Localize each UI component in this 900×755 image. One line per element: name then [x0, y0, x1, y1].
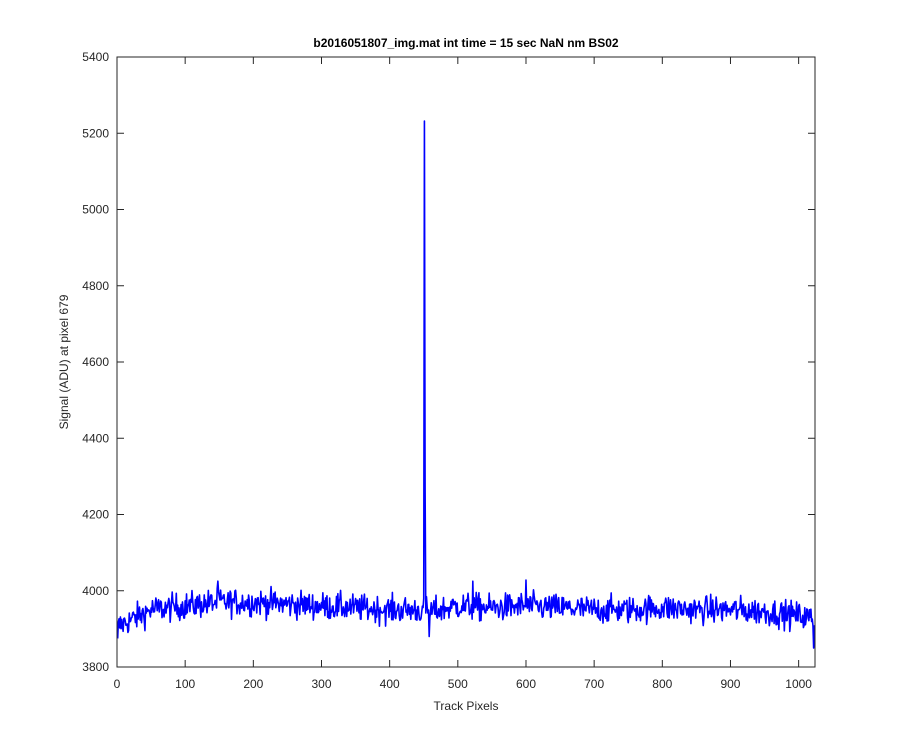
- x-tick-label: 800: [652, 677, 672, 691]
- y-tick-label: 5000: [82, 203, 109, 217]
- x-tick-label: 1000: [785, 677, 812, 691]
- series-line: [116, 120, 816, 649]
- x-tick-label: 0: [114, 677, 121, 691]
- y-tick-label: 4600: [82, 355, 109, 369]
- x-tick-label: 400: [380, 677, 400, 691]
- y-tick-label: 4200: [82, 508, 109, 522]
- x-axis-ticks: 0 100 200 300 400 500 600 700 800 900 1000: [114, 57, 812, 691]
- x-axis-label: Track Pixels: [434, 699, 499, 713]
- series-layer: [116, 120, 816, 649]
- y-tick-label: 5200: [82, 126, 109, 140]
- plot-area: [117, 57, 815, 667]
- x-tick-label: 500: [448, 677, 468, 691]
- y-axis-ticks: 3800 4000 4200 4400 4600 4800 5000 5200 5400: [82, 50, 815, 674]
- y-tick-label: 4400: [82, 431, 109, 445]
- x-tick-label: 600: [516, 677, 536, 691]
- y-axis-label: Signal (ADU) at pixel 679: [57, 294, 71, 429]
- x-tick-label: 300: [311, 677, 331, 691]
- x-tick-label: 100: [175, 677, 195, 691]
- x-tick-label: 700: [584, 677, 604, 691]
- chart-title: b2016051807_img.mat int time = 15 sec Na…: [313, 36, 618, 50]
- y-tick-label: 4000: [82, 584, 109, 598]
- y-tick-label: 5400: [82, 50, 109, 64]
- y-tick-label: 4800: [82, 279, 109, 293]
- y-tick-label: 3800: [82, 660, 109, 674]
- x-tick-label: 900: [720, 677, 740, 691]
- x-tick-label: 200: [243, 677, 263, 691]
